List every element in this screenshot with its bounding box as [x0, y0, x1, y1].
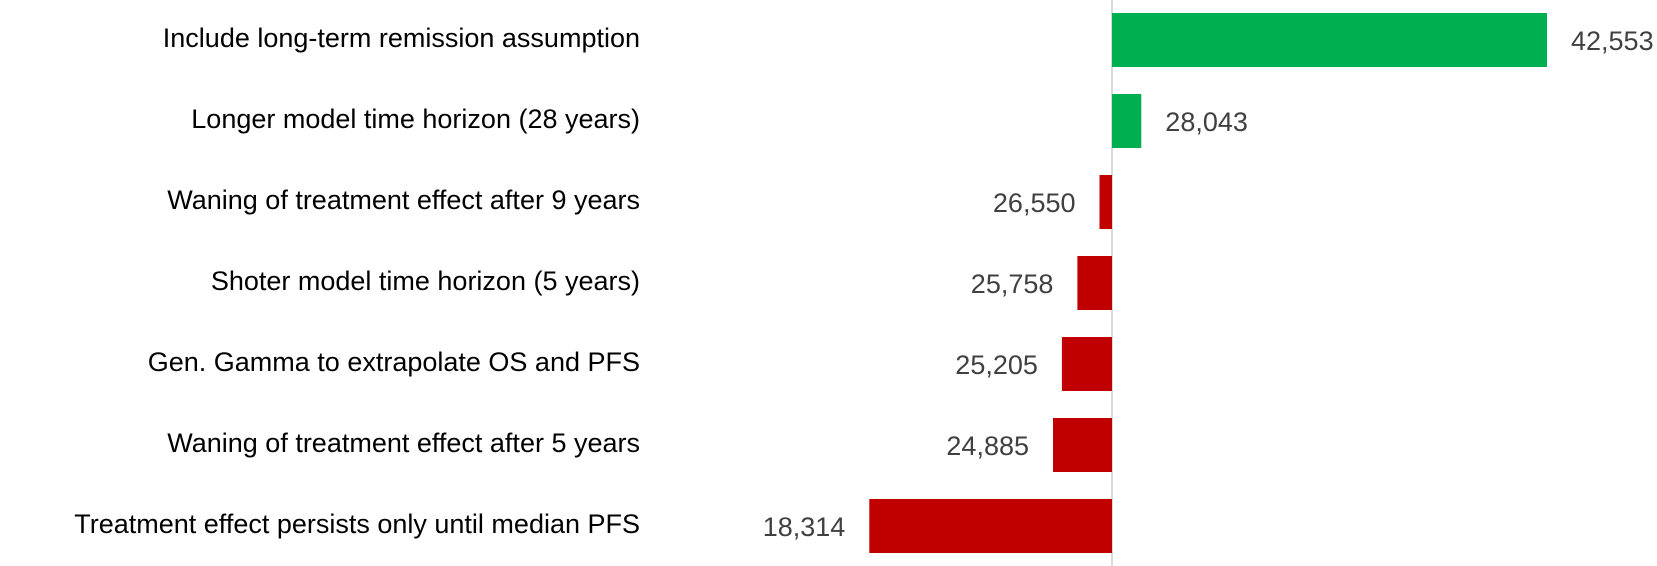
value-label-0: 42,553	[1571, 26, 1654, 56]
category-label-6: Treatment effect persists only until med…	[74, 509, 640, 539]
category-labels-group: Include long-term remission assumption Lo…	[74, 23, 640, 539]
bar-0	[1112, 13, 1547, 67]
value-label-3: 25,758	[971, 269, 1054, 299]
value-label-5: 24,885	[946, 431, 1029, 461]
bar-4	[1061, 337, 1112, 391]
category-label-0: Include long-term remission assumption	[163, 23, 640, 53]
value-label-6: 18,314	[763, 512, 846, 542]
bar-3	[1077, 256, 1112, 310]
bar-6	[869, 499, 1112, 553]
value-labels-group: 42,553 28,043 26,550 25,758 25,205 24,885 18,3…	[763, 26, 1654, 542]
category-label-2: Waning of treatment effect after 9 years	[167, 185, 640, 215]
bar-1	[1112, 94, 1142, 148]
bars-group	[869, 13, 1547, 553]
category-label-5: Waning of treatment effect after 5 years	[167, 428, 640, 458]
value-label-1: 28,043	[1165, 107, 1248, 137]
category-label-3: Shoter model time horizon (5 years)	[211, 266, 640, 296]
value-label-2: 26,550	[993, 188, 1076, 218]
category-label-1: Longer model time horizon (28 years)	[191, 104, 640, 134]
category-label-4: Gen. Gamma to extrapolate OS and PFS	[148, 347, 640, 377]
bar-2	[1099, 175, 1112, 229]
value-label-4: 25,205	[955, 350, 1038, 380]
bar-5	[1053, 418, 1112, 472]
